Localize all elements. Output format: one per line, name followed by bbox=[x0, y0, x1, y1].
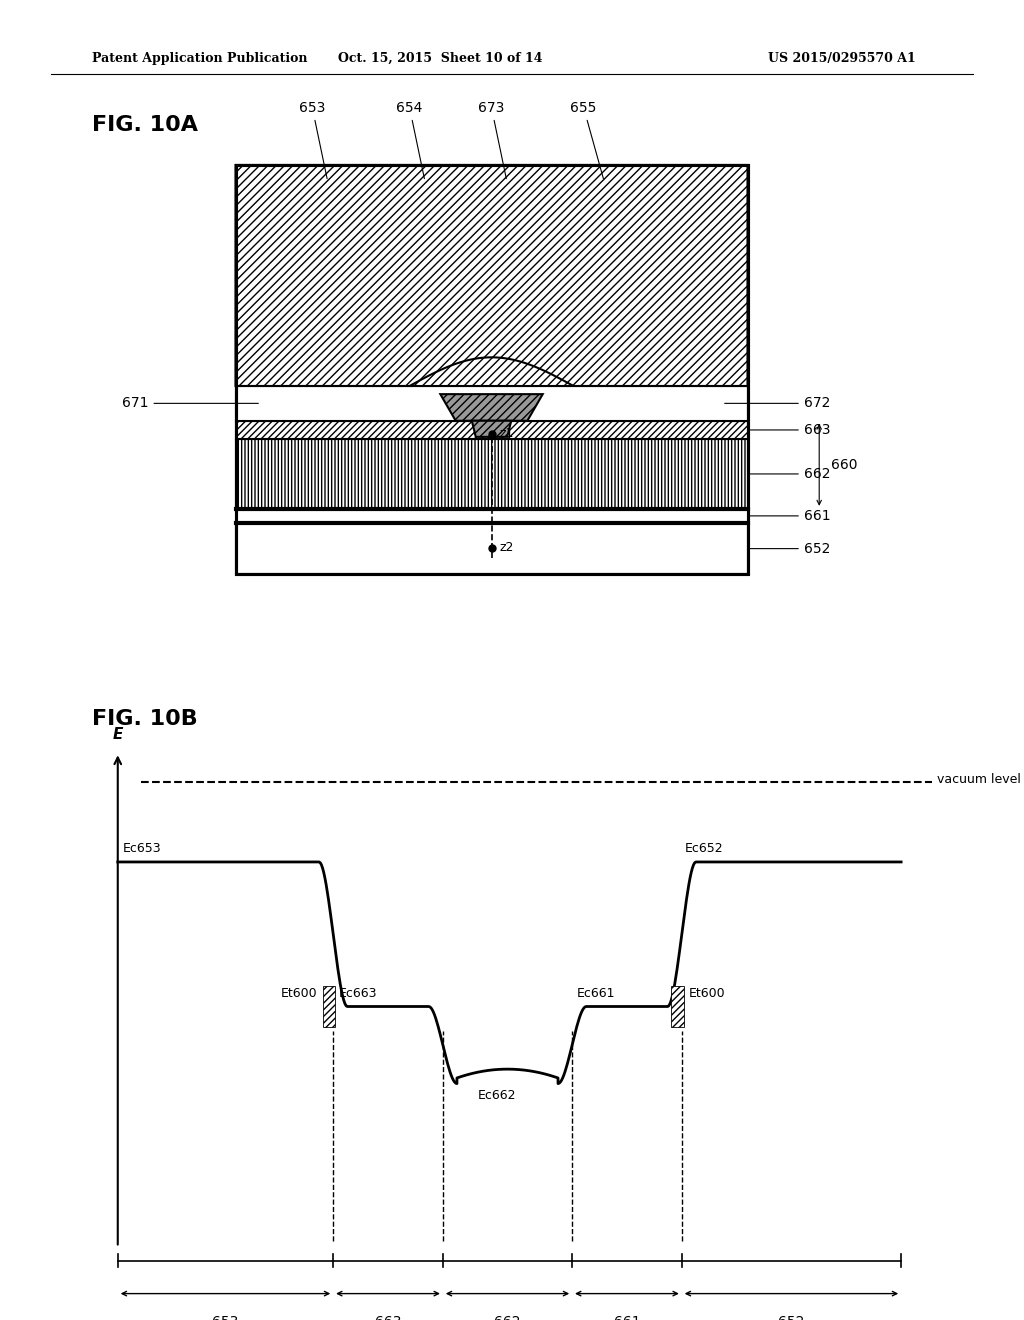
Text: 672: 672 bbox=[725, 396, 830, 411]
Text: US 2015/0295570 A1: US 2015/0295570 A1 bbox=[768, 51, 915, 65]
Text: 653: 653 bbox=[212, 1315, 239, 1320]
Text: Ec653: Ec653 bbox=[123, 842, 162, 855]
Text: vacuum level: vacuum level bbox=[937, 774, 1021, 787]
Polygon shape bbox=[472, 421, 511, 437]
Bar bbox=[236, 165, 748, 385]
Bar bbox=[236, 385, 748, 421]
Bar bbox=[323, 986, 335, 1027]
Text: 654: 654 bbox=[396, 100, 424, 178]
Text: Et600: Et600 bbox=[281, 987, 317, 1001]
Text: 662: 662 bbox=[751, 467, 830, 480]
Text: Et600: Et600 bbox=[689, 987, 726, 1001]
Text: Ec662: Ec662 bbox=[478, 1089, 516, 1102]
Text: Ec663: Ec663 bbox=[338, 987, 377, 1001]
Bar bbox=[236, 523, 748, 574]
Bar bbox=[236, 165, 748, 574]
Text: E: E bbox=[113, 727, 123, 742]
Text: 653: 653 bbox=[299, 100, 327, 178]
Text: z1: z1 bbox=[500, 428, 514, 440]
Polygon shape bbox=[236, 165, 748, 385]
Text: Oct. 15, 2015  Sheet 10 of 14: Oct. 15, 2015 Sheet 10 of 14 bbox=[338, 51, 543, 65]
Text: z2: z2 bbox=[500, 541, 514, 554]
Text: 655: 655 bbox=[570, 100, 603, 178]
Text: 661: 661 bbox=[613, 1315, 640, 1320]
Text: 663: 663 bbox=[751, 422, 830, 437]
Text: 652: 652 bbox=[751, 541, 830, 556]
Polygon shape bbox=[440, 395, 543, 421]
Bar bbox=[236, 508, 748, 523]
Text: 671: 671 bbox=[122, 396, 258, 411]
Text: 663: 663 bbox=[375, 1315, 401, 1320]
Text: 673: 673 bbox=[478, 100, 506, 178]
Text: FIG. 10A: FIG. 10A bbox=[92, 115, 199, 136]
Bar bbox=[672, 986, 684, 1027]
Text: 662: 662 bbox=[495, 1315, 521, 1320]
Text: Patent Application Publication: Patent Application Publication bbox=[92, 51, 307, 65]
Text: 661: 661 bbox=[751, 510, 830, 523]
Text: FIG. 10B: FIG. 10B bbox=[92, 709, 198, 730]
Text: 660: 660 bbox=[831, 458, 858, 471]
Text: Ec652: Ec652 bbox=[685, 842, 724, 855]
Text: Ec661: Ec661 bbox=[578, 987, 615, 1001]
Text: 652: 652 bbox=[778, 1315, 805, 1320]
Bar bbox=[236, 440, 748, 508]
Bar bbox=[236, 421, 748, 440]
